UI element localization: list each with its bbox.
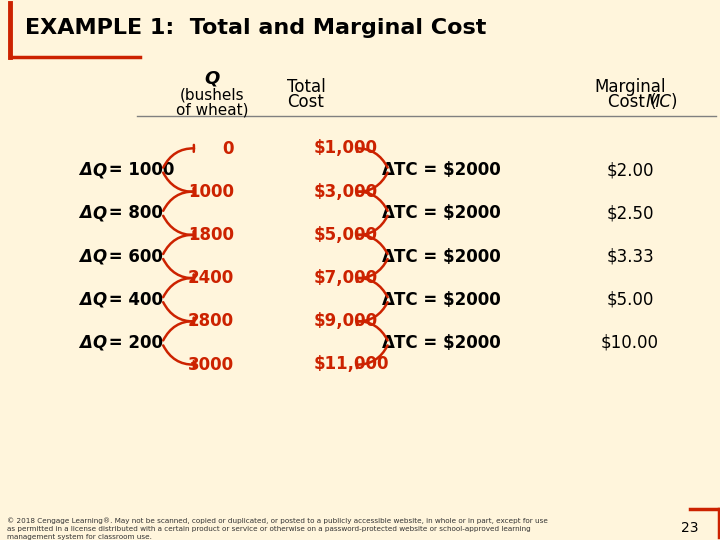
Text: (bushels: (bushels: [180, 87, 245, 102]
Text: 23: 23: [681, 521, 698, 535]
Text: 2800: 2800: [188, 312, 234, 330]
Text: ): ): [671, 92, 678, 111]
Text: Marginal: Marginal: [594, 78, 666, 97]
Text: Δ: Δ: [382, 247, 395, 266]
Text: $2.00: $2.00: [606, 161, 654, 179]
Text: Δ: Δ: [79, 291, 92, 309]
Text: Δ: Δ: [382, 161, 395, 179]
Text: TC = $2000: TC = $2000: [394, 161, 500, 179]
Text: = 400: = 400: [103, 291, 163, 309]
Text: Δ: Δ: [382, 291, 395, 309]
Text: Δ: Δ: [79, 204, 92, 222]
Text: Δ: Δ: [382, 334, 395, 352]
Text: Δ: Δ: [382, 204, 395, 222]
Text: of wheat): of wheat): [176, 102, 248, 117]
Text: Q: Q: [92, 247, 107, 266]
Text: $5,000: $5,000: [313, 226, 377, 244]
Text: Cost (: Cost (: [608, 92, 657, 111]
Text: $10.00: $10.00: [601, 334, 659, 352]
Text: TC = $2000: TC = $2000: [394, 247, 500, 266]
Text: $7,000: $7,000: [313, 269, 377, 287]
Text: = 200: = 200: [103, 334, 163, 352]
Text: $2.50: $2.50: [606, 204, 654, 222]
Text: $3.33: $3.33: [606, 247, 654, 266]
Text: TC = $2000: TC = $2000: [394, 334, 500, 352]
Text: Q: Q: [92, 204, 107, 222]
Text: $5.00: $5.00: [606, 291, 654, 309]
Text: Q: Q: [92, 334, 107, 352]
Text: $9,000: $9,000: [313, 312, 377, 330]
Text: © 2018 Cengage Learning®. May not be scanned, copied or duplicated, or posted to: © 2018 Cengage Learning®. May not be sca…: [7, 517, 548, 540]
Text: Total: Total: [287, 78, 325, 97]
Text: Δ: Δ: [79, 161, 92, 179]
Text: 3000: 3000: [188, 355, 234, 374]
Text: Q: Q: [92, 161, 107, 179]
Text: EXAMPLE 1:  Total and Marginal Cost: EXAMPLE 1: Total and Marginal Cost: [25, 18, 487, 38]
Text: Cost: Cost: [287, 92, 325, 111]
Text: 2400: 2400: [188, 269, 234, 287]
Text: 1000: 1000: [188, 183, 234, 201]
Text: $3,000: $3,000: [313, 183, 377, 201]
Text: TC = $2000: TC = $2000: [394, 204, 500, 222]
Text: Δ: Δ: [79, 247, 92, 266]
Text: TC = $2000: TC = $2000: [394, 291, 500, 309]
Text: Δ: Δ: [79, 334, 92, 352]
Text: Q: Q: [92, 291, 107, 309]
Text: Q: Q: [204, 69, 220, 87]
Text: MC: MC: [646, 92, 672, 111]
Text: = 800: = 800: [103, 204, 163, 222]
Text: = 1000: = 1000: [103, 161, 174, 179]
Text: 1800: 1800: [188, 226, 234, 244]
Text: $1,000: $1,000: [313, 139, 377, 158]
Text: = 600: = 600: [103, 247, 163, 266]
Text: 0: 0: [222, 139, 234, 158]
Text: $11,000: $11,000: [313, 355, 389, 374]
